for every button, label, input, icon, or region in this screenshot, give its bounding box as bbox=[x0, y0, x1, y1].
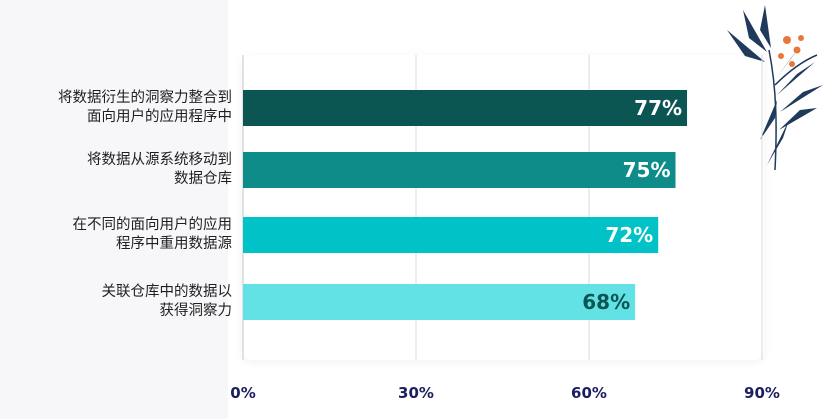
bar-value-label: 77% bbox=[634, 96, 682, 120]
x-tick-label: 60% bbox=[571, 384, 607, 402]
bar-value-label: 75% bbox=[623, 158, 671, 182]
background-strip bbox=[0, 0, 228, 419]
x-tick-label: 30% bbox=[398, 384, 434, 402]
category-label: 在不同的面向用户的应用 程序中重用数据源 bbox=[72, 217, 233, 252]
bar-value-label: 72% bbox=[605, 223, 653, 247]
bar bbox=[243, 152, 676, 188]
x-tick-label: 0% bbox=[230, 384, 255, 402]
bar bbox=[243, 217, 659, 253]
bar-value-label: 68% bbox=[582, 290, 630, 314]
bar bbox=[243, 90, 688, 126]
category-label: 将数据从源系统移动到 数据仓库 bbox=[87, 152, 232, 187]
bar bbox=[243, 284, 636, 320]
category-label: 关联仓库中的数据以 获得洞察力 bbox=[101, 284, 233, 319]
x-tick-label: 90% bbox=[744, 384, 780, 402]
fern-leaves-with-orange-berries-icon bbox=[727, 5, 823, 172]
category-label: 将数据衍生的洞察力整合到 面向用户的应用程序中 bbox=[58, 90, 232, 125]
